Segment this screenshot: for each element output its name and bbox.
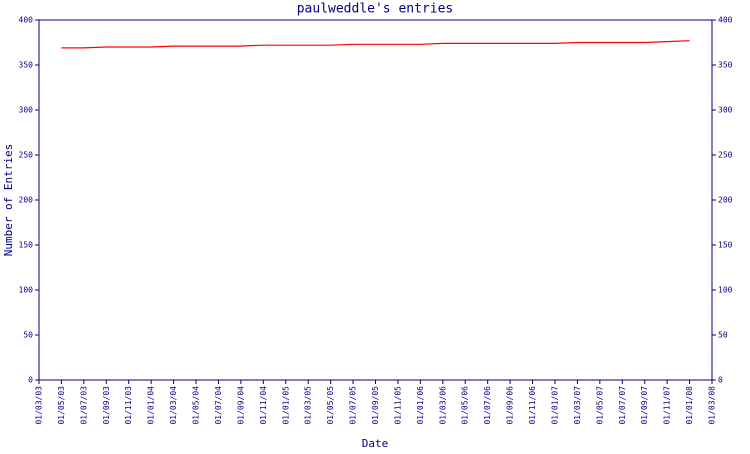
x-tick-label: 01/01/06 bbox=[416, 386, 425, 425]
x-tick-label: 01/05/04 bbox=[192, 386, 201, 425]
y2-tick-label: 0 bbox=[718, 376, 723, 385]
plot-frame bbox=[38, 19, 713, 381]
x-tick-label: 01/07/06 bbox=[483, 386, 492, 425]
x-tick-label: 01/03/06 bbox=[438, 386, 447, 425]
x-axis-label: Date bbox=[362, 437, 389, 450]
x-tick-label: 01/03/08 bbox=[708, 386, 717, 425]
y-tick-label: 200 bbox=[19, 196, 34, 205]
x-tick-label: 01/03/05 bbox=[304, 386, 313, 425]
y2-tick-label: 350 bbox=[718, 61, 733, 70]
x-tick-label: 01/11/07 bbox=[663, 386, 672, 425]
x-tick-label: 01/09/03 bbox=[102, 386, 111, 425]
y2-tick-label: 300 bbox=[718, 106, 733, 115]
y-tick-label: 250 bbox=[19, 151, 34, 160]
y-tick-label: 150 bbox=[19, 241, 34, 250]
x-tick-label: 01/03/03 bbox=[35, 386, 44, 425]
x-tick-label: 01/07/03 bbox=[79, 386, 88, 425]
x-tick-label: 01/05/06 bbox=[461, 386, 470, 425]
chart-title: paulweddle's entries bbox=[297, 2, 454, 17]
y-tick-label: 50 bbox=[23, 331, 33, 340]
x-tick-label: 01/11/04 bbox=[259, 386, 268, 425]
x-tick-label: 01/11/06 bbox=[528, 386, 537, 425]
x-tick-label: 01/05/07 bbox=[595, 386, 604, 425]
y-tick-label: 400 bbox=[19, 16, 34, 25]
x-tick-label: 01/07/05 bbox=[349, 386, 358, 425]
x-tick-label: 01/09/04 bbox=[236, 386, 245, 425]
y-tick-label: 350 bbox=[19, 61, 34, 70]
y-tick-label: 100 bbox=[19, 286, 34, 295]
x-tick-label: 01/05/03 bbox=[57, 386, 66, 425]
x-tick-label: 01/09/07 bbox=[640, 386, 649, 425]
y2-tick-label: 50 bbox=[718, 331, 728, 340]
x-tick-label: 01/09/05 bbox=[371, 386, 380, 425]
x-tick-label: 01/07/04 bbox=[214, 386, 223, 425]
y2-tick-label: 400 bbox=[718, 16, 733, 25]
y-axis-label: Number of Entries bbox=[2, 144, 15, 257]
y-tick-label: 300 bbox=[19, 106, 34, 115]
x-tick-label: 01/11/03 bbox=[124, 386, 133, 425]
x-tick-label: 01/05/05 bbox=[326, 386, 335, 425]
y-tick-label: 0 bbox=[28, 376, 33, 385]
data-line bbox=[61, 40, 690, 49]
x-tick-label: 01/01/08 bbox=[685, 386, 694, 425]
x-tick-label: 01/07/07 bbox=[618, 386, 627, 425]
y2-tick-label: 150 bbox=[718, 241, 733, 250]
x-tick-label: 01/01/05 bbox=[281, 386, 290, 425]
x-tick-label: 01/01/04 bbox=[147, 386, 156, 425]
x-tick-label: 01/11/05 bbox=[393, 386, 402, 425]
x-tick-label: 01/01/07 bbox=[550, 386, 559, 425]
x-tick-label: 01/03/07 bbox=[573, 386, 582, 425]
y2-tick-label: 100 bbox=[718, 286, 733, 295]
x-tick-label: 01/03/04 bbox=[169, 386, 178, 425]
y2-tick-label: 200 bbox=[718, 196, 733, 205]
y2-tick-label: 250 bbox=[718, 151, 733, 160]
x-tick-label: 01/09/06 bbox=[506, 386, 515, 425]
